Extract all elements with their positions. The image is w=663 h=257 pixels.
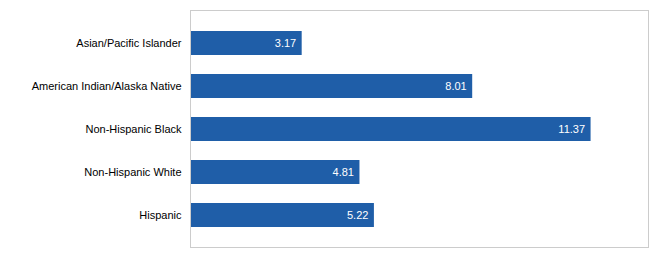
svg-text:11.37: 11.37 <box>558 123 585 135</box>
svg-text:American Indian/Alaska Native: American Indian/Alaska Native <box>32 80 182 92</box>
svg-text:Non-Hispanic Black: Non-Hispanic Black <box>86 123 182 135</box>
svg-text:Non-Hispanic White: Non-Hispanic White <box>84 166 181 178</box>
svg-text:5.22: 5.22 <box>347 209 368 221</box>
svg-text:4.81: 4.81 <box>333 166 354 178</box>
svg-text:Asian/Pacific Islander: Asian/Pacific Islander <box>76 37 181 49</box>
svg-text:Hispanic: Hispanic <box>139 209 182 221</box>
svg-text:8.01: 8.01 <box>445 80 466 92</box>
svg-text:3.17: 3.17 <box>275 37 296 49</box>
